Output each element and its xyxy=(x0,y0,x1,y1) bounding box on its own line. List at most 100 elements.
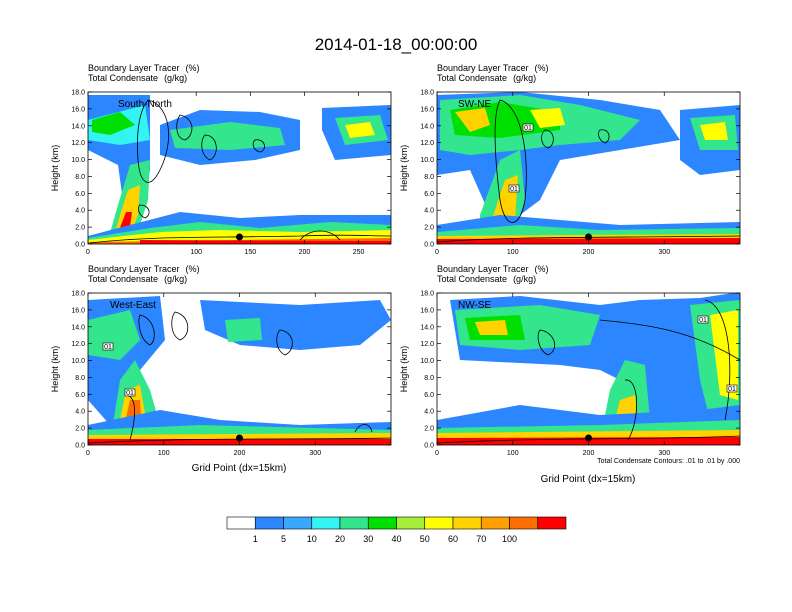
y-tick-label: 10.0 xyxy=(71,157,85,164)
y-tick-label: 10.0 xyxy=(71,358,85,365)
y-tick-label: 16.0 xyxy=(71,307,85,314)
x-tick-label: 0 xyxy=(86,249,90,256)
location-marker xyxy=(585,434,592,442)
panel-sw-ne: Boundary Layer Tracer (%) Total Condensat… xyxy=(399,63,741,256)
y-tick-label: 12.0 xyxy=(420,140,434,147)
panel-region-label: South-North xyxy=(118,99,172,110)
y-tick-label: 0.0 xyxy=(424,443,434,450)
x-tick-label: 100 xyxy=(158,450,170,457)
figure-title: 2014-01-18_00:00:00 xyxy=(315,35,478,54)
colorbar-swatch xyxy=(254,516,284,530)
panel-south-north: Boundary Layer Tracer (%) Total Condensat… xyxy=(50,63,392,256)
x-tick-label: 0 xyxy=(435,450,439,457)
y-axis: 0.0 2.0 4.0 6.0 8.0 10.0 12.0 14.0 16.0 18.0 xyxy=(420,291,740,450)
y-tick-label: 18.0 xyxy=(71,291,85,298)
colorbar-swatch xyxy=(480,516,510,530)
x-tick-label: 100 xyxy=(190,249,202,256)
colorbar-level-label: 5 xyxy=(281,534,286,544)
x-axis: 0 100 200 300 xyxy=(435,293,670,457)
y-tick-label: 2.0 xyxy=(75,225,85,232)
y-tick-label: 18.0 xyxy=(420,90,434,97)
y-tick-label: 4.0 xyxy=(424,409,434,416)
y-tick-label: 12.0 xyxy=(71,140,85,147)
colorbar-level-label: 100 xyxy=(502,534,517,544)
svg-text:Boundary Layer Tracer(%): Boundary Layer Tracer (%) xyxy=(437,264,549,274)
x-tick-label: 250 xyxy=(353,249,365,256)
colorbar-swatch xyxy=(537,516,567,530)
y-tick-label: 0.0 xyxy=(424,242,434,249)
x-tick-label: 0 xyxy=(435,249,439,256)
location-marker xyxy=(236,434,243,442)
svg-text:Boundary Layer Tracer(%): Boundary Layer Tracer (%) xyxy=(88,63,200,73)
heatmap-field xyxy=(88,92,391,244)
y-axis: 0.0 2.0 4.0 6.0 8.0 10.0 12.0 14.0 16.0 18.0 xyxy=(71,90,391,249)
contour-label: 01 xyxy=(728,386,736,393)
colorbar-swatch xyxy=(509,516,539,530)
svg-text:Boundary Layer Tracer(%): Boundary Layer Tracer (%) xyxy=(88,264,200,274)
contour-label: 01 xyxy=(104,344,112,351)
y-axis: 0.0 2.0 4.0 6.0 8.0 10.0 12.0 14.0 16.0 18.0 xyxy=(420,90,740,249)
svg-text:Total Condensate(g/kg): Total Condensate (g/kg) xyxy=(88,73,187,83)
y-axis-label: Height (km) xyxy=(399,346,409,393)
y-tick-label: 12.0 xyxy=(71,341,85,348)
y-tick-label: 8.0 xyxy=(424,375,434,382)
svg-text:Total Condensate(g/kg): Total Condensate (g/kg) xyxy=(437,274,536,284)
colorbar-swatch xyxy=(226,516,256,530)
y-tick-label: 0.0 xyxy=(75,443,85,450)
panel-contour-label: Total Condensate xyxy=(437,73,507,83)
x-axis-label: Grid Point (dx=15km) xyxy=(541,474,636,485)
colorbar-swatch xyxy=(367,516,397,530)
colorbar-level-label: 30 xyxy=(363,534,373,544)
x-tick-label: 150 xyxy=(244,249,256,256)
contour-label: 01 xyxy=(524,125,532,132)
x-tick-label: 100 xyxy=(507,249,519,256)
y-tick-label: 0.0 xyxy=(75,242,85,249)
x-tick-label: 300 xyxy=(309,450,321,457)
y-tick-label: 8.0 xyxy=(75,174,85,181)
x-tick-label: 300 xyxy=(658,450,670,457)
y-tick-label: 6.0 xyxy=(75,191,85,198)
x-tick-label: 100 xyxy=(507,450,519,457)
location-marker xyxy=(236,233,243,241)
colorbar-swatch xyxy=(311,516,341,530)
panel-contour-units: (g/kg) xyxy=(164,73,187,83)
panel-field-label: Boundary Layer Tracer xyxy=(88,264,180,274)
contour-note: Total Condensate Contours: .01 to .01 by… xyxy=(597,458,740,465)
panel-contour-label: Total Condensate xyxy=(88,274,158,284)
y-tick-label: 6.0 xyxy=(424,392,434,399)
panel-region-label: SW-NE xyxy=(458,99,491,110)
x-axis: 0 100 150 200 250 xyxy=(86,92,364,256)
colorbar: 1 5 10 20 30 40 50 60 70 100 xyxy=(226,516,567,544)
colorbar-level-label: 10 xyxy=(307,534,317,544)
y-tick-label: 6.0 xyxy=(75,392,85,399)
x-axis: 0 100 200 300 xyxy=(435,92,670,256)
y-tick-label: 12.0 xyxy=(420,341,434,348)
y-axis-label: Height (km) xyxy=(50,145,60,192)
y-tick-label: 16.0 xyxy=(420,106,434,113)
colorbar-level-label: 50 xyxy=(420,534,430,544)
panel-field-label: Boundary Layer Tracer xyxy=(437,264,529,274)
x-tick-label: 300 xyxy=(658,249,670,256)
colorbar-level-label: 40 xyxy=(391,534,401,544)
y-tick-label: 4.0 xyxy=(75,409,85,416)
panel-contour-units: (g/kg) xyxy=(513,274,536,284)
heatmap-field: 01 01 xyxy=(437,92,740,244)
y-tick-label: 6.0 xyxy=(424,191,434,198)
panel-contour-label: Total Condensate xyxy=(437,274,507,284)
contour-label: 01 xyxy=(126,390,134,397)
y-axis-label: Height (km) xyxy=(50,346,60,393)
y-tick-label: 14.0 xyxy=(420,123,434,130)
heatmap-field: 01 01 xyxy=(437,293,740,445)
panel-contour-label: Total Condensate xyxy=(88,73,158,83)
panel-contour-units: (g/kg) xyxy=(513,73,536,83)
y-axis: 0.0 2.0 4.0 6.0 8.0 10.0 12.0 14.0 16.0 18.0 xyxy=(71,291,391,450)
y-tick-label: 14.0 xyxy=(71,324,85,331)
x-tick-label: 200 xyxy=(583,249,595,256)
panel-field-units: (%) xyxy=(535,63,549,73)
y-tick-label: 14.0 xyxy=(71,123,85,130)
y-tick-label: 4.0 xyxy=(424,208,434,215)
x-tick-label: 200 xyxy=(234,450,246,457)
y-tick-label: 16.0 xyxy=(420,307,434,314)
panel-field-label: Boundary Layer Tracer xyxy=(88,63,180,73)
